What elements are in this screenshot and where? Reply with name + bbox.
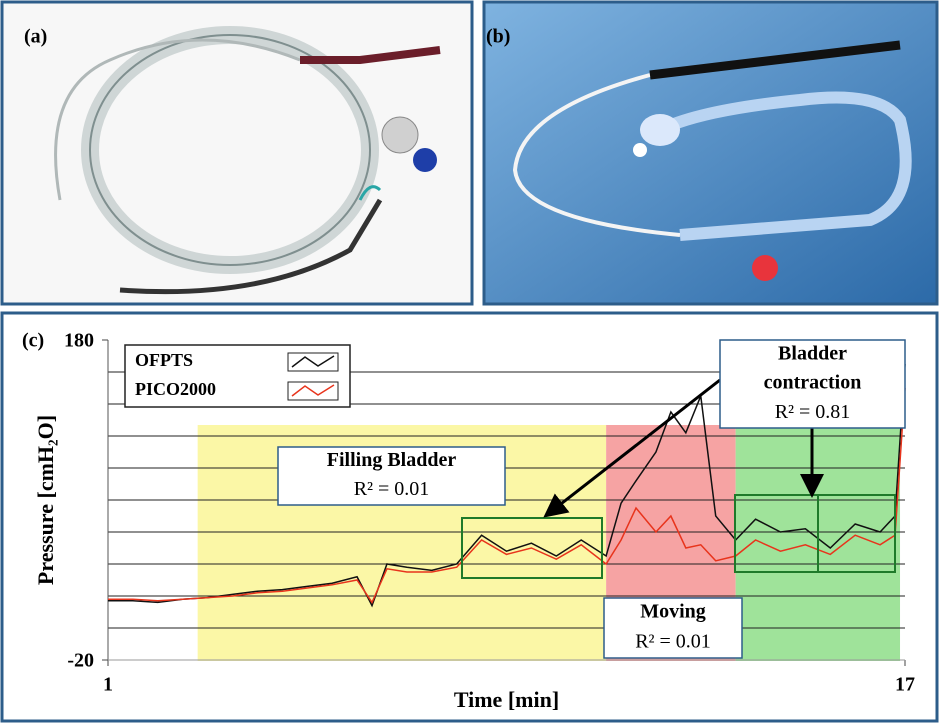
figure: -20 180 1 17 Time [min] Pressure [cmH₂O] Filli…: [0, 0, 939, 723]
annotation-text: Filling Bladder: [327, 449, 457, 471]
x-axis-label: Time [min]: [454, 687, 559, 712]
y-tick-label: -20: [67, 650, 94, 672]
annotation-text: Bladder: [778, 342, 847, 364]
panel-label: (a): [24, 26, 47, 48]
annotation-text: Moving: [640, 601, 706, 623]
panel-label: (c): [22, 330, 44, 352]
panel-label: (b): [486, 26, 510, 48]
x-tick-label: 17: [895, 674, 915, 696]
legend-label: OFPTS: [135, 350, 193, 370]
annotation-text: R² = 0.01: [354, 478, 430, 500]
panel-a: [2, 2, 472, 304]
y-axis-label: Pressure [cmH₂O]: [33, 415, 58, 585]
annotation-text: R² = 0.81: [775, 401, 851, 423]
x-tick-label: 1: [103, 674, 113, 696]
legend-label: PICO2000: [135, 379, 216, 399]
annotation-text: contraction: [764, 372, 862, 394]
y-tick-label: 180: [64, 330, 94, 352]
annotation-text: R² = 0.01: [635, 631, 711, 653]
panel-b: [484, 2, 937, 304]
